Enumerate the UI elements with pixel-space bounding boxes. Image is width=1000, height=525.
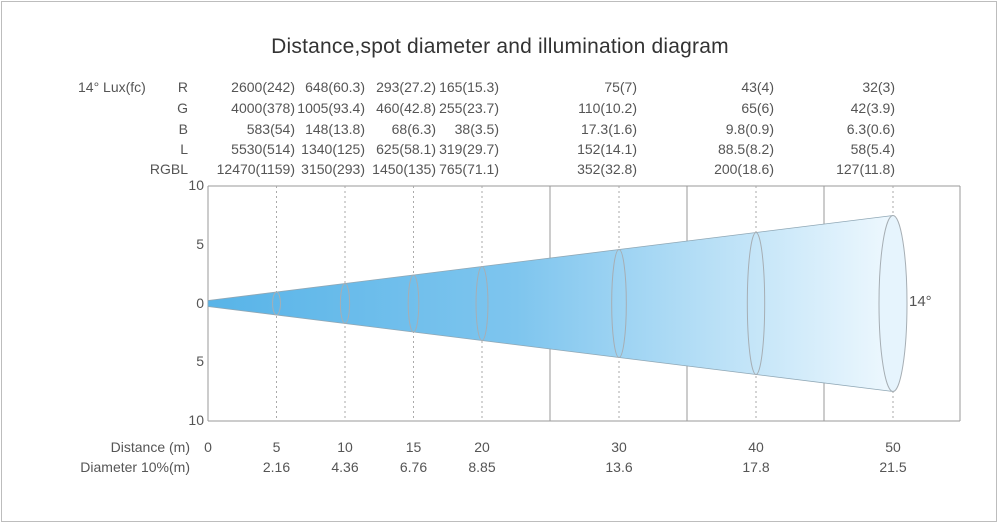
lux-value: 2600(242)	[231, 79, 295, 95]
lux-value: 42(3.9)	[850, 100, 895, 116]
lux-value: 9.8(0.9)	[725, 121, 774, 137]
lux-value: 3150(293)	[301, 161, 365, 177]
lux-value: 5530(514)	[231, 141, 295, 157]
distance-tick-label: 10	[337, 439, 353, 455]
distance-axis-label: Distance (m)	[110, 439, 190, 455]
lux-value: 32(3)	[862, 79, 895, 95]
spot-ellipse	[339, 283, 351, 324]
lux-value: 12470(1159)	[216, 161, 295, 177]
distance-tick-label: 15	[405, 439, 422, 455]
diameter-tick-label: 8.85	[468, 459, 496, 475]
distance-tick-label: 20	[474, 439, 490, 455]
distance-tick-label: 0	[204, 439, 212, 455]
lux-value: 75(7)	[604, 79, 637, 95]
lux-row-label: B	[178, 121, 188, 137]
lux-value: 293(27.2)	[376, 79, 436, 95]
lux-value: 1340(125)	[301, 141, 365, 157]
diameter-tick-label: 4.36	[331, 459, 359, 475]
lux-value: 648(60.3)	[305, 79, 365, 95]
spot-ellipse	[407, 274, 420, 333]
lux-value: 165(15.3)	[439, 79, 499, 95]
diameter-tick-label: 13.6	[605, 459, 633, 475]
lux-value: 765(71.1)	[439, 161, 499, 177]
lux-value: 460(42.8)	[376, 100, 436, 116]
lux-value: 58(5.4)	[850, 141, 895, 157]
distance-tick-label: 30	[611, 439, 627, 455]
y-tick-label: 10	[188, 177, 204, 193]
lux-value: 583(54)	[246, 121, 295, 137]
y-tick-label: 5	[196, 353, 204, 370]
lux-value: 43(4)	[741, 79, 774, 95]
y-tick-label: 5	[196, 235, 204, 252]
diameter-tick-label: 2.16	[262, 459, 291, 475]
lux-value: 319(29.7)	[439, 141, 499, 157]
diagram-title: Distance,spot diameter and illumination …	[271, 35, 729, 58]
lux-value: 1450(135)	[372, 161, 436, 177]
spot-ellipse	[878, 215, 908, 392]
diameter-axis-label: Diameter 10%(m)	[80, 459, 190, 475]
lux-value: 4000(378)	[231, 100, 295, 116]
lux-value: 625(58.1)	[376, 141, 436, 157]
diameter-tick-label: 17.8	[742, 459, 770, 475]
distance-tick-label: 50	[885, 439, 901, 455]
lux-value: 6.3(0.6)	[846, 121, 895, 137]
distance-tick-label: 40	[748, 439, 764, 455]
lux-value: 38(3.5)	[454, 121, 499, 137]
lux-value: 255(23.7)	[439, 100, 499, 116]
lux-value: 200(18.6)	[714, 161, 774, 177]
lux-value: 127(11.8)	[836, 161, 895, 177]
lux-value: 68(6.3)	[391, 121, 436, 137]
lux-header: 14° Lux(fc)	[78, 79, 146, 95]
spot-ellipse	[475, 266, 489, 341]
diameter-tick-label: 21.5	[879, 459, 907, 475]
lux-value: 1005(93.4)	[297, 100, 365, 116]
lux-row-label: G	[177, 100, 188, 116]
lux-value: 17.3(1.6)	[580, 121, 637, 137]
lux-value: 352(32.8)	[577, 161, 637, 177]
spot-ellipse	[272, 291, 281, 316]
lux-value: 65(6)	[741, 100, 774, 116]
y-tick-label: 0	[196, 294, 204, 311]
lux-value: 148(13.8)	[305, 121, 365, 137]
lux-row-label: R	[177, 79, 188, 95]
beam-angle-label: 14°	[909, 292, 932, 310]
spot-ellipse	[746, 232, 766, 375]
lux-value: 152(14.1)	[577, 141, 637, 157]
lux-value: 88.5(8.2)	[717, 141, 774, 157]
lux-value: 110(10.2)	[578, 100, 637, 116]
diameter-tick-label: 6.76	[399, 459, 428, 475]
lux-row-label: RGBL	[149, 161, 188, 177]
spot-ellipse	[611, 249, 627, 358]
lux-row-label: L	[180, 141, 188, 157]
y-tick-label: 10	[188, 412, 204, 428]
distance-tick-label: 5	[272, 439, 281, 455]
spot-ellipses	[272, 215, 908, 392]
